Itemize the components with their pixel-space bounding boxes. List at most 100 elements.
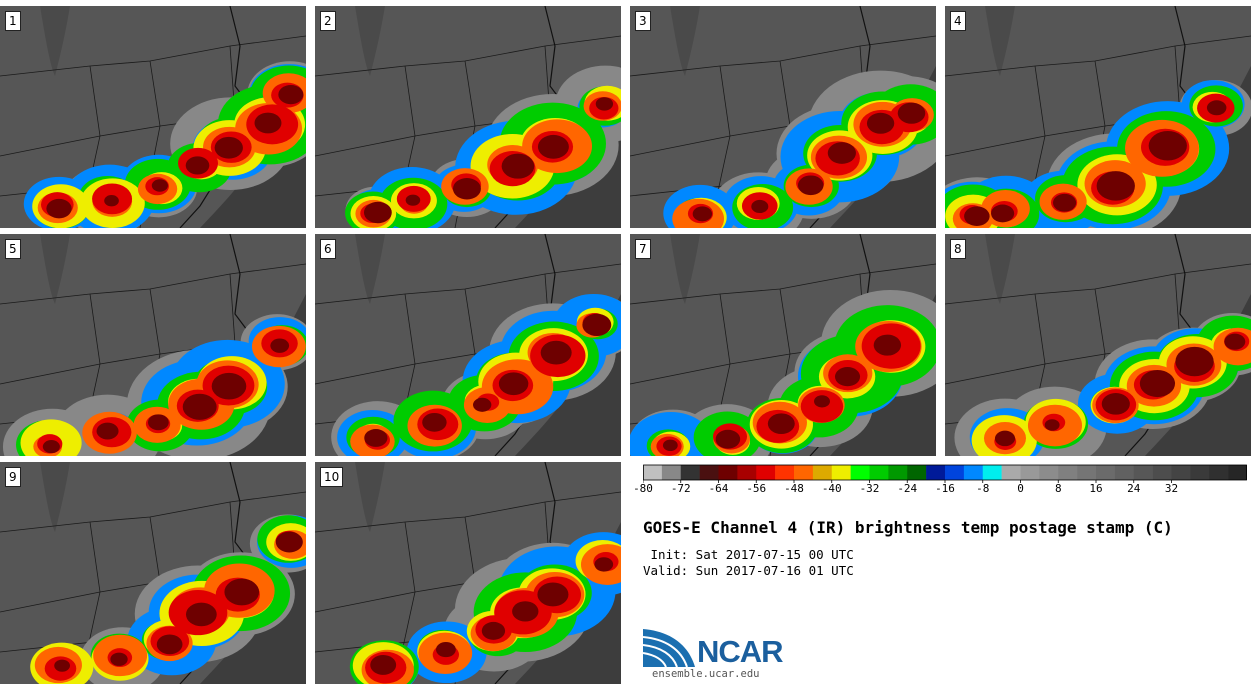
ir-satellite-map bbox=[630, 6, 936, 228]
ir-satellite-map bbox=[630, 234, 936, 456]
colorbar-tick-label: -16 bbox=[935, 482, 955, 495]
panel-member-label: 1 bbox=[5, 11, 21, 31]
cloud-cell bbox=[1224, 333, 1246, 350]
colorbar-tick-label: 16 bbox=[1089, 482, 1103, 495]
cloud-cell bbox=[370, 654, 397, 675]
postage-stamp-panel-8: 8 bbox=[945, 234, 1251, 456]
colorbar-tick-label: 8 bbox=[1054, 482, 1062, 495]
colorbar-swatch bbox=[1152, 465, 1172, 480]
colorbar-tick-label: -40 bbox=[821, 482, 842, 495]
cloud-cell bbox=[512, 601, 539, 622]
cloud-cell bbox=[151, 179, 168, 192]
cloud-cell bbox=[537, 134, 569, 159]
panel-member-label: 6 bbox=[320, 239, 336, 259]
cloud-cell bbox=[364, 429, 388, 447]
cloud-cell bbox=[156, 634, 183, 655]
cloud-cell bbox=[1096, 171, 1135, 201]
colorbar-swatch bbox=[1228, 465, 1247, 480]
colorbar-swatch bbox=[1114, 465, 1135, 480]
colorbar-swatch bbox=[1039, 465, 1059, 480]
colorbar-swatch bbox=[661, 465, 682, 480]
cloud-cell bbox=[1044, 419, 1060, 431]
cloud-cell bbox=[1052, 193, 1077, 212]
panel-member-label: 8 bbox=[950, 239, 966, 259]
cloud-cell bbox=[1175, 346, 1214, 377]
cloud-cell bbox=[692, 206, 713, 222]
cloud-cell bbox=[96, 422, 119, 440]
cloud-cell bbox=[275, 531, 303, 553]
cloud-cell bbox=[436, 641, 456, 658]
ncar-logo-icon bbox=[643, 629, 695, 668]
colorbar-tick-label: 0 bbox=[1017, 482, 1024, 495]
cloud-cell bbox=[1206, 100, 1227, 116]
ir-satellite-map bbox=[315, 462, 621, 684]
colorbar-swatch bbox=[907, 465, 927, 480]
postage-stamp-panel-9: 9 bbox=[0, 462, 306, 684]
cloud-cell bbox=[582, 313, 612, 337]
colorbar-swatch bbox=[794, 465, 814, 480]
colorbar-swatch bbox=[982, 465, 1002, 480]
colorbar-tick-label: -32 bbox=[859, 482, 880, 495]
panel-member-label: 5 bbox=[5, 239, 21, 259]
cloud-cell bbox=[537, 582, 569, 607]
colorbar-tick-labels: -80 -72 -64 -56 -48 -40 -32 -24 -16 -8 0 8 16 24 32 bbox=[633, 480, 1247, 498]
figure-title: GOES-E Channel 4 (IR) brightness temp po… bbox=[643, 518, 1173, 537]
cloud-cell bbox=[715, 429, 741, 449]
colorbar-swatch bbox=[926, 465, 946, 480]
colorbar-swatch bbox=[945, 465, 965, 480]
colorbar-tick-label: 32 bbox=[1164, 482, 1179, 495]
colorbar-tick-label: 24 bbox=[1127, 482, 1141, 495]
colorbar-swatch bbox=[1209, 465, 1229, 480]
cloud-cell bbox=[595, 97, 614, 111]
ncar-url: ensemble.ucar.edu bbox=[652, 668, 760, 680]
cloud-cell bbox=[964, 206, 990, 227]
postage-stamp-panel-6: 6 bbox=[315, 234, 621, 456]
colorbar-swatch bbox=[1001, 465, 1021, 480]
colorbar-swatch bbox=[963, 465, 984, 480]
panel-member-label: 10 bbox=[320, 467, 344, 487]
panel-member-label: 4 bbox=[950, 11, 966, 31]
cloud-cell bbox=[1148, 131, 1187, 161]
cloud-cell bbox=[594, 557, 614, 572]
cloud-cell bbox=[481, 621, 506, 640]
cloud-cell bbox=[473, 397, 492, 412]
cloud-cell bbox=[54, 659, 70, 672]
cloud-cell bbox=[873, 334, 902, 356]
panel-member-label: 2 bbox=[320, 11, 336, 31]
ir-satellite-map bbox=[315, 234, 621, 456]
cloud-cell bbox=[834, 366, 861, 387]
ir-satellite-map bbox=[945, 234, 1251, 456]
cloud-cell bbox=[897, 102, 926, 124]
cloud-cell bbox=[422, 412, 447, 432]
ir-satellite-map bbox=[0, 6, 306, 228]
colorbar-tick-label: -8 bbox=[976, 482, 990, 495]
cloud-cell bbox=[814, 395, 830, 408]
cloud-cell bbox=[405, 194, 421, 206]
cloud-cell bbox=[270, 338, 290, 353]
colorbar-swatch bbox=[888, 465, 908, 480]
postage-stamp-panel-10: 10 bbox=[315, 462, 621, 684]
colorbar-swatch bbox=[1190, 465, 1210, 480]
panel-member-label: 7 bbox=[635, 239, 651, 259]
colorbar-swatch bbox=[737, 465, 757, 480]
postage-stamp-panel-7: 7 bbox=[630, 234, 936, 456]
colorbar-tick-label: -72 bbox=[670, 482, 691, 495]
cloud-cell bbox=[866, 112, 895, 134]
ir-satellite-map bbox=[0, 234, 306, 456]
cloud-cell bbox=[110, 652, 128, 666]
cloud-cell bbox=[540, 340, 572, 365]
cloud-cell bbox=[363, 201, 392, 224]
cloud-cell bbox=[104, 195, 119, 207]
valid-time: Valid: Sun 2017-07-16 01 UTC bbox=[643, 563, 854, 578]
colorbar-swatch bbox=[1133, 465, 1153, 480]
colorbar-tick-label: -48 bbox=[784, 482, 804, 495]
cloud-cell bbox=[827, 142, 856, 164]
panel-member-label: 3 bbox=[635, 11, 651, 31]
colorbar-swatch bbox=[643, 465, 663, 480]
panel-member-label: 9 bbox=[5, 467, 21, 487]
postage-stamp-panel-4: 4 bbox=[945, 6, 1251, 228]
cloud-cell bbox=[767, 413, 795, 435]
colorbar-swatch bbox=[869, 465, 889, 480]
colorbar-swatch bbox=[756, 465, 776, 480]
cloud-cell bbox=[214, 136, 243, 159]
